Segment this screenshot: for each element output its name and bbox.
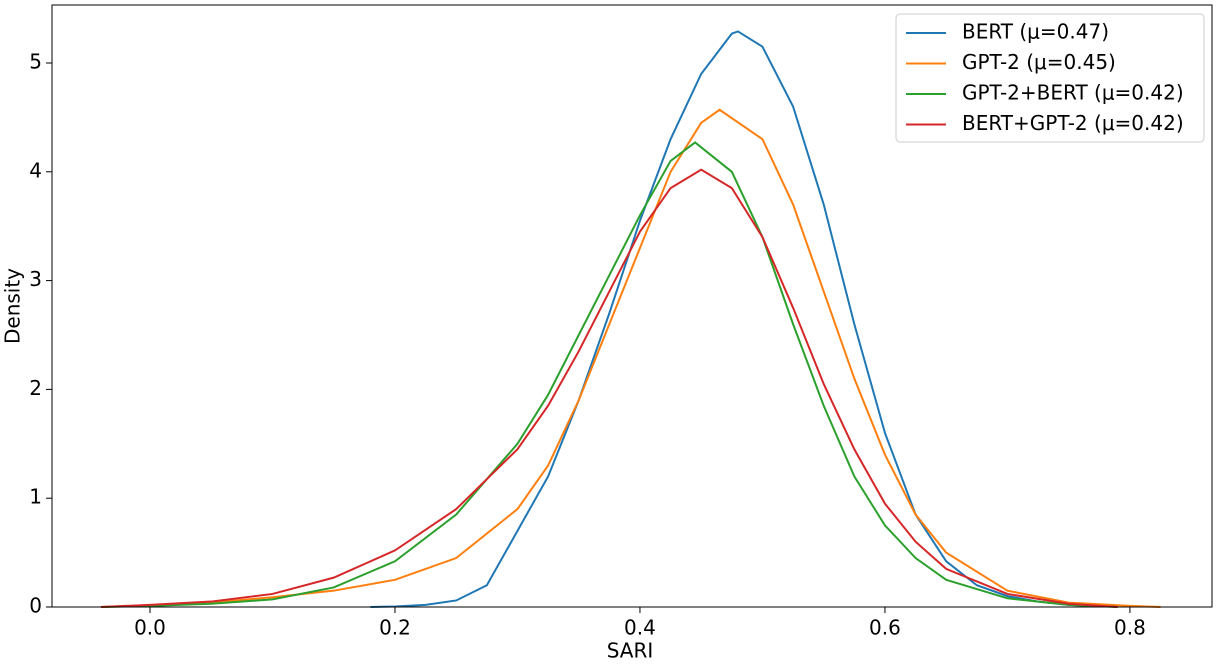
x-tick-label: 0.2	[379, 616, 411, 640]
x-tick-label: 0.0	[134, 616, 166, 640]
line-series	[370, 30, 1118, 608]
y-tick-label: 1	[29, 485, 42, 509]
x-axis-label: SARI	[607, 639, 654, 663]
legend-label: GPT-2+BERT (μ=0.42)	[962, 81, 1184, 105]
y-axis-label: Density	[1, 268, 25, 344]
x-tick-label: 0.4	[624, 616, 656, 640]
y-tick-label: 3	[29, 267, 42, 291]
legend-box	[895, 13, 1205, 143]
y-tick-label: 0	[29, 594, 42, 618]
plot-frame	[51, 4, 1213, 608]
legend-label: GPT-2 (μ=0.45)	[962, 50, 1116, 74]
x-tick-label: 0.8	[1114, 616, 1146, 640]
y-tick-label: 5	[29, 49, 42, 73]
line-series	[100, 168, 1118, 608]
line-series	[100, 141, 1118, 608]
legend-label: BERT (μ=0.47)	[962, 20, 1109, 44]
y-tick-label: 2	[29, 376, 42, 400]
line-series	[100, 108, 1161, 608]
legend-label: BERT+GPT-2 (μ=0.42)	[962, 111, 1184, 135]
y-tick-label: 4	[29, 158, 42, 182]
x-tick-label: 0.6	[869, 616, 901, 640]
